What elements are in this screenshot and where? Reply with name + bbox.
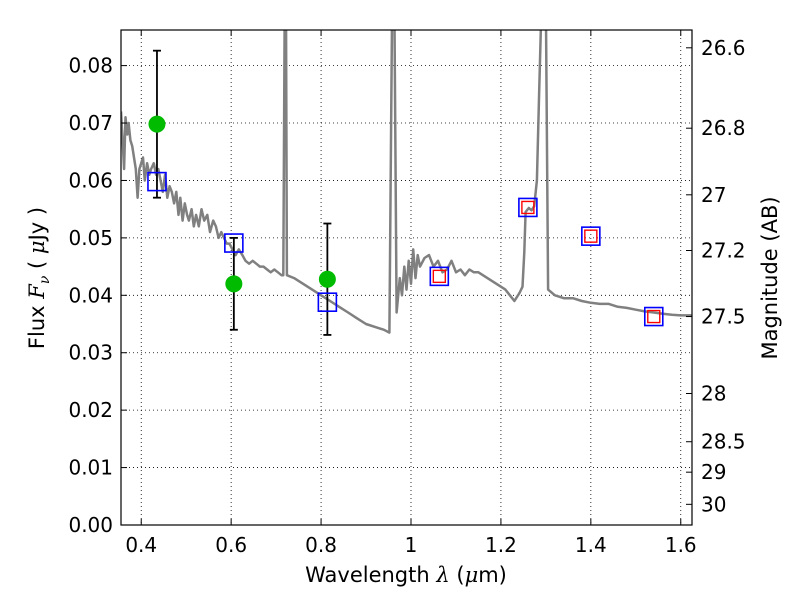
model-photometry-square [317, 292, 338, 312]
y-tick-label: 0.07 [68, 111, 113, 135]
x-tick-label: 0.4 [125, 533, 157, 557]
x-tick-label: 0.6 [215, 533, 247, 557]
observed-point [318, 270, 336, 288]
ticks: 0.4 0.6 0.8 1 1.2 1.4 1.6 0.00 0.01 0.02 0.03 0.04 0… [68, 30, 746, 557]
observed-point [225, 275, 243, 293]
grid [121, 30, 692, 526]
y-tick-label: 0.08 [68, 54, 113, 78]
y-tick-label: 0.04 [68, 283, 113, 307]
y2-tick-label: 27.2 [701, 239, 746, 263]
model-photometry-square [581, 226, 601, 246]
y-tick-label: 0.06 [68, 168, 113, 192]
observed-point [148, 115, 166, 133]
y-tick-label: 0.01 [68, 456, 113, 480]
y2-tick-label: 27.5 [701, 305, 746, 329]
model-photometry-square [429, 266, 450, 287]
x-tick-label: 1.6 [665, 533, 697, 557]
y2-tick-label: 29 [701, 460, 726, 484]
plot-frame [120, 29, 693, 526]
model-photometry-square [518, 197, 538, 218]
y-tick-label: 0.05 [68, 226, 113, 250]
markers [147, 49, 664, 336]
x-tick-label: 1 [405, 533, 418, 557]
x-axis-title: Wavelength λ (μm) [305, 563, 507, 587]
model-photometry-square [643, 306, 664, 327]
upper-limit-square [647, 309, 661, 324]
x-tick-label: 0.8 [305, 533, 337, 557]
y2-tick-label: 28.5 [701, 430, 746, 454]
y2-tick-label: 26.8 [701, 116, 746, 140]
y-tick-label: 0.02 [68, 398, 113, 422]
model-photometry-square [224, 233, 244, 253]
y2-axis-title: Magnitude (AB) [758, 196, 782, 359]
y2-tick-label: 27 [701, 183, 726, 207]
x-tick-label: 1.2 [485, 533, 517, 557]
y2-tick-label: 30 [701, 492, 726, 516]
y-axis-title: Flux Fν ( μJy ) [25, 207, 53, 349]
y-tick-label: 0.00 [68, 513, 113, 537]
upper-limit-square [584, 229, 598, 243]
upper-limit-square [432, 269, 447, 284]
y2-tick-label: 28 [701, 381, 726, 405]
model-photometry-square [147, 171, 167, 192]
upper-limit-square [521, 200, 535, 215]
y-tick-label: 0.03 [68, 341, 113, 365]
y2-tick-label: 26.6 [701, 36, 746, 60]
x-tick-label: 1.4 [575, 533, 607, 557]
